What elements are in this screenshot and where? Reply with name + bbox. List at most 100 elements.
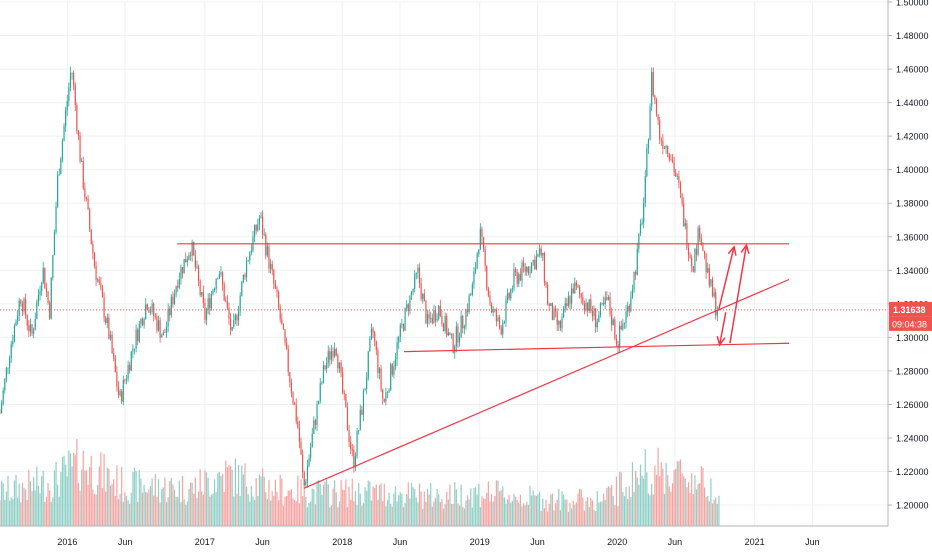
volume-bar bbox=[410, 482, 413, 526]
candle-body bbox=[172, 296, 174, 305]
volume-bar bbox=[532, 490, 534, 526]
candle-body bbox=[620, 325, 622, 330]
candle-body bbox=[465, 309, 467, 327]
support-line[interactable] bbox=[404, 342, 790, 353]
volume-bar bbox=[135, 470, 137, 526]
volume-bar bbox=[471, 507, 473, 526]
candle-body bbox=[194, 255, 196, 268]
volume-bar bbox=[678, 461, 680, 526]
candle-body bbox=[156, 316, 158, 331]
candle-body bbox=[418, 267, 421, 284]
volume-bar bbox=[236, 493, 238, 526]
candle-body bbox=[401, 324, 403, 326]
arrow-shaft[interactable] bbox=[729, 245, 748, 344]
volume-bar bbox=[181, 475, 184, 526]
candle-body bbox=[540, 248, 542, 256]
volume-bar bbox=[33, 476, 35, 526]
volume-bar bbox=[314, 504, 317, 526]
volume-bar bbox=[444, 503, 446, 526]
volume-bar bbox=[425, 501, 427, 526]
volume-bar bbox=[447, 499, 449, 526]
rising-trendline[interactable] bbox=[303, 278, 790, 489]
arrow-head[interactable] bbox=[716, 336, 726, 347]
volume-bar bbox=[604, 499, 606, 526]
volume-bar bbox=[159, 502, 161, 526]
volume-bar bbox=[108, 468, 110, 526]
y-tick-label: 1.46000 bbox=[896, 65, 929, 75]
candle-body bbox=[569, 296, 571, 304]
candle-body bbox=[676, 175, 678, 177]
candle-body bbox=[631, 289, 634, 298]
volume-bar bbox=[418, 483, 421, 526]
volume-bar bbox=[372, 486, 374, 526]
volume-bar bbox=[495, 480, 497, 526]
x-tick-label: Jun bbox=[668, 537, 683, 547]
arrow-shaft[interactable] bbox=[718, 312, 727, 346]
volume-bar bbox=[138, 469, 140, 526]
candle-body bbox=[402, 324, 405, 331]
volume-bar bbox=[73, 453, 75, 526]
drawings[interactable] bbox=[0, 243, 888, 489]
volume-bar bbox=[45, 496, 48, 526]
volume-bar bbox=[281, 478, 283, 526]
candle-body bbox=[364, 388, 366, 391]
candle-body bbox=[207, 298, 209, 310]
volume-bar bbox=[146, 492, 148, 526]
volume-bar bbox=[718, 495, 720, 526]
candle-body bbox=[654, 95, 656, 100]
volume-bar bbox=[564, 499, 566, 526]
arrow-head[interactable] bbox=[727, 245, 737, 256]
candle-body bbox=[425, 301, 427, 324]
candle-body bbox=[41, 282, 43, 292]
candle-body bbox=[651, 72, 653, 107]
volume-bar bbox=[326, 479, 328, 526]
volume-bar bbox=[114, 495, 116, 526]
candle-body bbox=[598, 315, 600, 323]
x-tick-label: Jun bbox=[805, 537, 820, 547]
candle-body bbox=[668, 154, 670, 160]
candle-body bbox=[498, 317, 501, 328]
candle-body bbox=[10, 344, 12, 359]
volume-bar bbox=[111, 484, 113, 526]
candle-body bbox=[25, 299, 27, 316]
candle-body bbox=[564, 303, 566, 309]
candle-body bbox=[330, 351, 333, 360]
candle-body bbox=[37, 294, 40, 303]
current-price-tag bbox=[889, 301, 932, 317]
volume-bar bbox=[204, 470, 206, 526]
candle-body bbox=[181, 267, 184, 274]
candle-body bbox=[346, 407, 349, 431]
candle-body bbox=[358, 430, 360, 431]
volume-bar bbox=[711, 503, 714, 526]
volume-bar bbox=[659, 476, 661, 526]
volume-bar bbox=[428, 494, 430, 526]
volume-bar bbox=[180, 502, 182, 526]
candle-body bbox=[237, 311, 240, 321]
volume-bar bbox=[207, 477, 209, 526]
volume-bar bbox=[686, 487, 688, 526]
volume-bar bbox=[631, 462, 634, 526]
candle-body bbox=[242, 274, 244, 282]
volume-bar bbox=[322, 484, 325, 526]
volume-bar bbox=[149, 486, 152, 526]
volume-bar bbox=[510, 502, 512, 526]
volume-bar bbox=[278, 500, 280, 526]
candle-body bbox=[229, 318, 232, 331]
volume-bar bbox=[156, 496, 158, 526]
candle-body bbox=[622, 324, 624, 330]
volume-bar bbox=[364, 487, 366, 526]
volume-bar bbox=[343, 490, 345, 526]
candle-body bbox=[57, 175, 59, 207]
arrow-head[interactable] bbox=[740, 243, 750, 254]
candle-body bbox=[470, 294, 472, 296]
candle-body bbox=[73, 72, 75, 86]
candle-body bbox=[503, 321, 505, 324]
candle-body bbox=[161, 335, 163, 338]
candle-body bbox=[188, 255, 190, 260]
candle-body bbox=[580, 293, 582, 298]
volume-bar bbox=[409, 498, 411, 526]
candle-body bbox=[162, 332, 164, 336]
arrow-shaft[interactable] bbox=[718, 246, 735, 310]
